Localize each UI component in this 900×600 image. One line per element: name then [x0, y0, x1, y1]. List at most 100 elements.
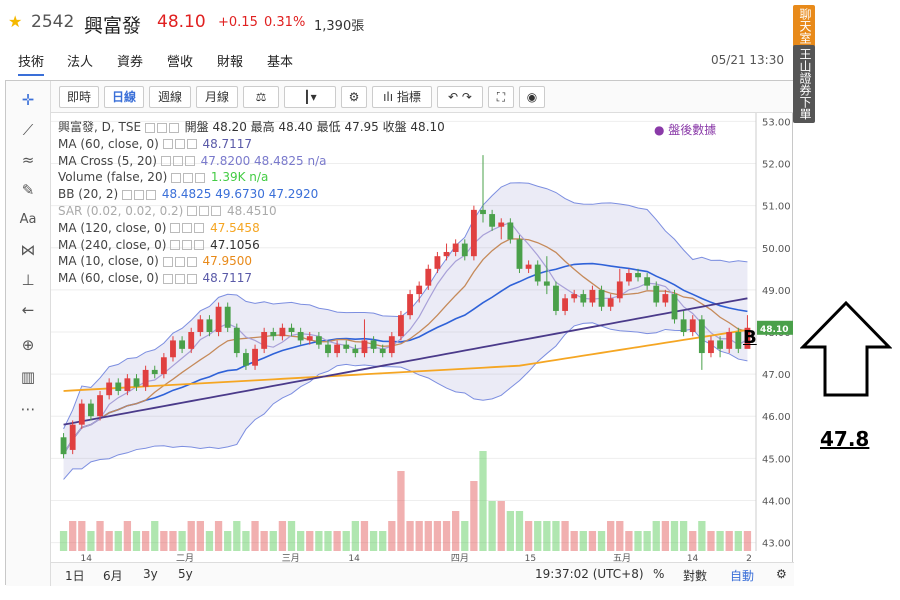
legend-row[interactable]: Volume (false, 20) 1.39K n/a [58, 169, 445, 186]
legend-box-icon[interactable] [170, 240, 181, 251]
after-hours-label[interactable]: ● 盤後數據 [654, 123, 717, 137]
tab-financials[interactable]: 財報 [217, 55, 244, 70]
chat-room-button[interactable]: 聊天室 [793, 5, 815, 47]
legend-box-icon[interactable] [194, 223, 205, 234]
trendline-icon[interactable]: ⟋ [22, 121, 34, 139]
crosshair-icon[interactable]: ✛ [21, 91, 35, 109]
price-chart[interactable]: 53.0052.0051.0050.0049.0048.0047.0046.00… [51, 113, 794, 562]
candle-type-icon[interactable]: ┃▾ [284, 86, 336, 108]
candle-body [379, 348, 386, 354]
legend-box-icon[interactable] [182, 240, 193, 251]
legend-box-icon[interactable] [174, 256, 185, 267]
volume-bar [534, 521, 542, 551]
indicators-button[interactable]: ılı 指標 [372, 86, 432, 108]
volume-bar [588, 531, 597, 551]
y-tick-label: 44.00 [762, 496, 791, 507]
tab-institutional[interactable]: 法人 [67, 55, 94, 70]
candle-body [188, 332, 195, 349]
legend-row[interactable]: MA Cross (5, 20) 47.8200 48.4825 n/a [58, 153, 445, 170]
legend-box-icon[interactable] [184, 156, 195, 167]
legend-row[interactable]: MA (120, close, 0) 47.5458 [58, 220, 445, 237]
volume-bar [214, 521, 223, 551]
range-3y[interactable]: 3y [143, 567, 158, 581]
settings-small-icon[interactable]: ⚙ [776, 567, 787, 581]
legend-box-icon[interactable] [134, 189, 144, 200]
legend-box-icon[interactable] [122, 189, 132, 200]
range-1d[interactable]: 1日 [65, 569, 85, 583]
pattern-icon[interactable]: ⋈ [20, 241, 36, 259]
intraday-button[interactable]: 即時 [59, 86, 99, 108]
legend-box-icon[interactable] [194, 240, 205, 251]
tab-basic[interactable]: 基本 [267, 55, 294, 70]
measure-icon[interactable]: ⊥ [21, 271, 35, 289]
legend-box-icon[interactable] [171, 172, 182, 183]
legend-row[interactable]: MA (240, close, 0) 47.1056 [58, 237, 445, 254]
range-5y[interactable]: 5y [178, 567, 193, 581]
legend-box-icon[interactable] [195, 172, 206, 183]
candle-body [279, 327, 286, 337]
gear-icon[interactable]: ⚙ [341, 86, 367, 108]
legend-box-icon[interactable] [146, 189, 156, 200]
quote-datetime: 05/21 13:30 [711, 53, 784, 67]
legend-row[interactable]: MA (60, close, 0) 48.7117 [58, 270, 445, 287]
legend-box-icon[interactable] [168, 122, 179, 133]
ruler-icon[interactable]: ▥ [20, 368, 36, 386]
legend-box-icon[interactable] [186, 273, 197, 284]
weekly-button[interactable]: 週線 [149, 86, 191, 108]
candle-body [452, 243, 459, 252]
tab-revenue[interactable]: 營收 [167, 55, 194, 70]
legend-row[interactable]: MA (60, close, 0) 48.7117 [58, 136, 445, 153]
legend-box-icon[interactable] [156, 122, 167, 133]
zoom-icon[interactable]: ⊕ [21, 336, 35, 354]
volume-bar [616, 521, 624, 551]
legend-row[interactable]: SAR (0.02, 0.02, 0.2) 48.4510 [58, 203, 445, 220]
legend-box-icon[interactable] [162, 256, 173, 267]
legend-box-icon[interactable] [172, 156, 183, 167]
fib-icon[interactable]: ≈ [21, 151, 35, 169]
price-change: +0.15 [218, 15, 258, 30]
range-6m[interactable]: 6月 [103, 569, 123, 583]
legend-box-icon[interactable] [187, 206, 198, 217]
volume-bar [625, 531, 633, 551]
legend-box-icon[interactable] [162, 139, 173, 150]
undo-redo-icon[interactable]: ↶ ↷ [437, 86, 483, 108]
tab-technical[interactable]: 技術 [18, 51, 45, 76]
tab-margin[interactable]: 資券 [117, 55, 144, 70]
scale-icon[interactable]: ⚖ [243, 86, 279, 108]
y-tick-label: 47.00 [762, 370, 791, 381]
range-bar: 1日 6月 3y 5y 19:37:02 (UTC+8) % 對數 自動 ⚙ [51, 562, 794, 586]
candle-body [142, 369, 149, 387]
legend-box-icon[interactable] [183, 172, 194, 183]
log-toggle[interactable]: 對數 [683, 569, 708, 583]
candle-body [470, 209, 477, 257]
legend-box-icon[interactable] [211, 206, 222, 217]
legend-box-icon[interactable] [174, 139, 185, 150]
arrow-left-icon[interactable]: ← [21, 301, 35, 319]
legend-box-icon[interactable] [170, 223, 181, 234]
legend-box-icon[interactable] [186, 139, 197, 150]
legend-box-icon[interactable] [199, 206, 210, 217]
candle-body [261, 332, 268, 349]
legend-box-icon[interactable] [144, 122, 155, 133]
brush-icon[interactable]: ✎ [21, 181, 35, 199]
legend-box-icon[interactable] [186, 256, 197, 267]
text-tool-icon[interactable]: Aa [19, 212, 37, 227]
legend-box-icon[interactable] [162, 273, 173, 284]
percent-toggle[interactable]: % [653, 567, 665, 581]
more-icon[interactable]: ⋯ [20, 400, 36, 418]
monthly-button[interactable]: 月線 [196, 86, 238, 108]
candle-body [151, 369, 158, 375]
broker-order-button[interactable]: 王山證券下單 [793, 45, 815, 123]
candle-body [653, 285, 660, 303]
legend-row[interactable]: BB (20, 2) 48.4825 49.6730 47.2920 [58, 186, 445, 203]
legend-row[interactable]: MA (10, close, 0) 47.9500 [58, 253, 445, 270]
camera-icon[interactable]: ◉ [519, 86, 545, 108]
legend-box-icon[interactable] [182, 223, 193, 234]
legend-box-icon[interactable] [160, 156, 171, 167]
legend-box-icon[interactable] [174, 273, 185, 284]
favorite-star-icon[interactable]: ★ [8, 12, 23, 31]
auto-toggle[interactable]: 自動 [730, 569, 755, 583]
fullscreen-icon[interactable]: ⛶ [488, 86, 514, 108]
daily-button[interactable]: 日線 [104, 86, 144, 108]
legend-row[interactable]: 興富發, D, TSE 開盤 48.20 最高 48.40 最低 47.95 收… [58, 119, 445, 136]
